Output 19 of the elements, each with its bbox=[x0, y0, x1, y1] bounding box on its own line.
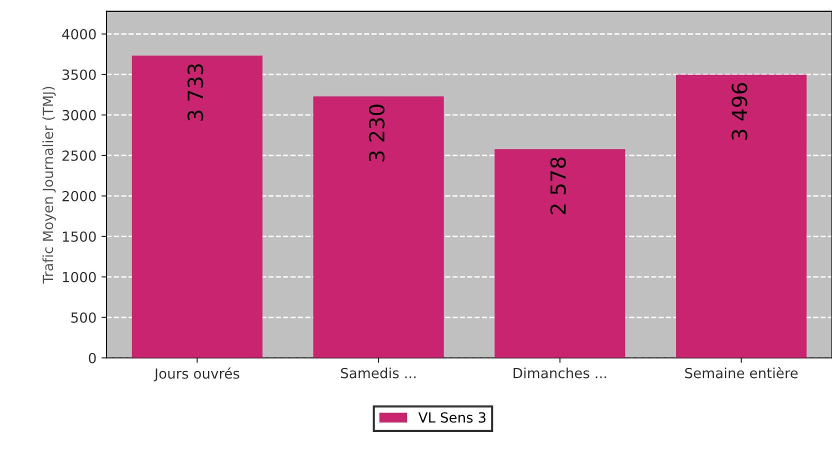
y-tick-label: 2500 bbox=[62, 150, 96, 161]
x-tick-label: Jours ouvrés bbox=[154, 367, 240, 382]
y-tick-label: 4000 bbox=[62, 28, 96, 40]
data-label: 3 496 bbox=[732, 83, 748, 140]
data-label: 2 578 bbox=[550, 157, 566, 214]
y-tick-label: 1500 bbox=[62, 231, 96, 242]
y-tick-label: 3500 bbox=[62, 69, 96, 80]
y-tick-label: 3000 bbox=[62, 110, 96, 120]
x-tick-label: Semaine entière bbox=[685, 367, 798, 378]
legend-label: VL Sens 3 bbox=[418, 412, 486, 423]
y-tick-label: 500 bbox=[71, 312, 96, 323]
x-tick-label: Dimanches ... bbox=[514, 368, 606, 378]
y-tick-label: 0 bbox=[88, 352, 96, 364]
x-tick-label: Samedis ... bbox=[340, 368, 416, 378]
y-axis-title: Trafic Moyen Journalier (TMJ) bbox=[42, 86, 56, 284]
y-tick-label: 1000 bbox=[62, 272, 96, 282]
data-label: 3 230 bbox=[368, 104, 385, 162]
data-label: 3 733 bbox=[187, 64, 204, 121]
y-tick-label: 2000 bbox=[62, 190, 96, 202]
